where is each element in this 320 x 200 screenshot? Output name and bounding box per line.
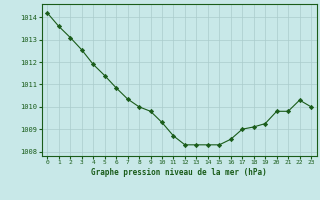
X-axis label: Graphe pression niveau de la mer (hPa): Graphe pression niveau de la mer (hPa) [91, 168, 267, 177]
